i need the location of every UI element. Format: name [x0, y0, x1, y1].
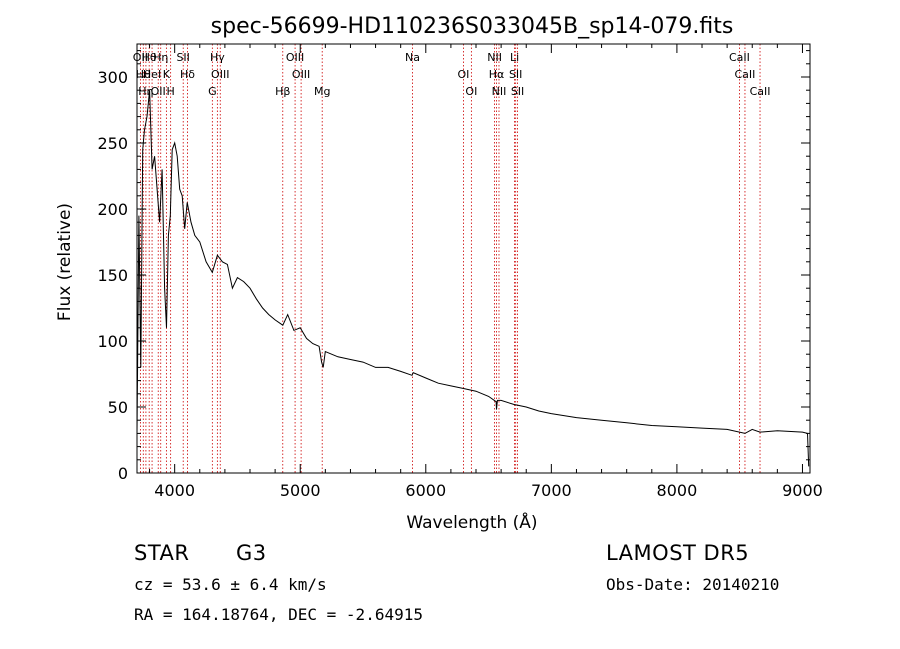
flux-series-line: [136, 90, 810, 467]
axes: 4000 5000 6000 7000 8000 9000 0 50 100 150 200 250 3…: [97, 44, 823, 500]
line-marker-label: G: [208, 85, 217, 98]
spectral-line-markers: [139, 44, 761, 473]
line-marker-label: CaII: [734, 68, 755, 81]
y-axis-label: Flux (relative): [55, 203, 75, 321]
x-tick-label: 4000: [154, 481, 195, 500]
x-tick-label: 6000: [405, 481, 446, 500]
line-marker-label: NII: [492, 85, 507, 98]
y-tick-label: 200: [97, 200, 128, 219]
x-tick-label: 9000: [782, 481, 823, 500]
line-marker-label: CaII: [750, 85, 771, 98]
line-marker-label: OI: [458, 68, 470, 81]
chart-title: spec-56699-HD110236S033045B_sp14-079.fit…: [211, 14, 734, 39]
line-marker-label: Hγ: [210, 51, 225, 64]
line-marker-label: OII: [151, 85, 166, 98]
survey-name: LAMOST DR5: [606, 541, 750, 565]
line-marker-label: OIII: [211, 68, 229, 81]
line-marker-label: OIII: [292, 68, 310, 81]
line-marker-label: H: [167, 85, 175, 98]
line-marker-label: SII: [509, 68, 522, 81]
line-marker-label: CaII: [729, 51, 750, 64]
object-subclass: G3: [236, 541, 267, 565]
y-tick-label: 50: [108, 398, 128, 417]
line-marker-label: OIII: [286, 51, 304, 64]
object-class: STAR: [134, 541, 190, 565]
redshift-cz: cz = 53.6 ± 6.4 km/s: [134, 575, 327, 594]
line-marker-label: Hη: [153, 51, 168, 64]
ra-dec: RA = 164.18764, DEC = -2.64915: [134, 605, 423, 624]
y-tick-label: 300: [97, 68, 128, 87]
x-axis-label: Wavelength (Å): [406, 511, 537, 533]
line-marker-label: Hα: [489, 68, 505, 81]
line-marker-label: NII: [487, 51, 502, 64]
y-tick-label: 0: [118, 464, 128, 483]
line-marker-label: Mg: [314, 85, 330, 98]
y-tick-label: 100: [97, 332, 128, 351]
x-tick-label: 7000: [531, 481, 572, 500]
line-marker-label: OI: [465, 85, 477, 98]
observation-date: Obs-Date: 20140210: [606, 575, 780, 594]
x-tick-label: 8000: [657, 481, 698, 500]
y-tick-label: 150: [97, 266, 128, 285]
line-marker-label: Li: [510, 51, 519, 64]
line-marker-label: SII: [511, 85, 524, 98]
plot-frame: [136, 43, 811, 474]
line-marker-label: Na: [405, 51, 420, 64]
spectral-line-labels: OIIHθHηHθHeIOIIHηKHSIIHδGHγOIIIHβOIIIOII…: [133, 51, 771, 98]
line-marker-label: Hθ: [136, 68, 151, 81]
line-marker-label: SII: [176, 51, 189, 64]
y-tick-label: 250: [97, 134, 128, 153]
line-marker-label: Hβ: [275, 85, 290, 98]
line-marker-label: Hθ: [142, 51, 157, 64]
x-tick-label: 5000: [280, 481, 321, 500]
line-marker-label: Hδ: [180, 68, 195, 81]
line-marker-label: K: [163, 68, 171, 81]
line-marker-label: HeI: [143, 68, 161, 81]
